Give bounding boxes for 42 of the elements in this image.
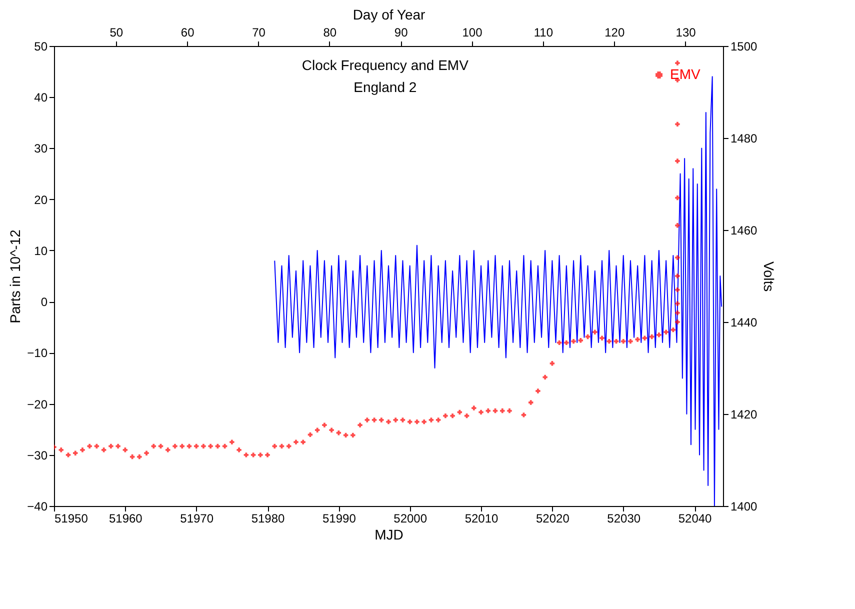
x-tick-label: 51980 bbox=[251, 512, 286, 526]
x2-tick-label: 130 bbox=[676, 26, 696, 40]
x2-tick-label: 80 bbox=[323, 26, 337, 40]
x-tick-label: 52010 bbox=[464, 512, 499, 526]
x2-tick-label: 100 bbox=[462, 26, 483, 40]
y-tick-label: −40 bbox=[27, 500, 48, 514]
y-tick-label: 50 bbox=[34, 40, 48, 54]
x-tick-label: 52040 bbox=[678, 512, 712, 526]
x-tick-label: 51970 bbox=[180, 512, 214, 526]
y-tick-label: 20 bbox=[34, 192, 48, 207]
y2-axis-title: Volts bbox=[761, 261, 778, 292]
y2-tick-label: 1420 bbox=[730, 408, 758, 422]
x2-tick-label: 120 bbox=[604, 26, 625, 40]
text: England 2 bbox=[354, 79, 417, 95]
x-axis-title: MJD bbox=[374, 526, 404, 542]
y-axis-title: Parts in 10^-12 bbox=[7, 229, 24, 324]
y-tick-label: 30 bbox=[34, 142, 48, 156]
x-tick-label: 51990 bbox=[322, 512, 356, 526]
y2-tick-label: 1500 bbox=[730, 40, 758, 54]
y-tick-label: −30 bbox=[27, 448, 48, 462]
x2-tick-label: 110 bbox=[534, 26, 554, 40]
y-tick-label: 40 bbox=[34, 90, 48, 105]
legend-label: EMV bbox=[670, 66, 701, 82]
y-tick-label: −10 bbox=[27, 346, 48, 360]
x2-tick-label: 50 bbox=[110, 26, 124, 40]
y2-tick-label: 1400 bbox=[730, 500, 758, 514]
x-tick-label: 51950 bbox=[54, 512, 88, 526]
x-tick-label: 52020 bbox=[536, 512, 570, 526]
text: Clock Frequency and EMV bbox=[302, 57, 470, 73]
x2-axis-title: Day of Year bbox=[352, 6, 426, 22]
x2-tick-label: 60 bbox=[180, 26, 195, 40]
x-tick-label: 51960 bbox=[108, 512, 143, 526]
y2-tick-label: 1440 bbox=[730, 316, 758, 330]
x-tick-label: 52030 bbox=[607, 512, 641, 526]
y-tick-label: 10 bbox=[34, 244, 48, 258]
x2-tick-label: 70 bbox=[252, 26, 266, 40]
y-tick-label: 0 bbox=[40, 295, 48, 310]
x-tick-label: 52000 bbox=[394, 512, 428, 526]
y2-tick-label: 1480 bbox=[730, 132, 758, 146]
y-tick-label: −20 bbox=[27, 397, 48, 412]
y2-tick-label: 1460 bbox=[730, 224, 758, 238]
x2-tick-label: 90 bbox=[394, 26, 408, 40]
